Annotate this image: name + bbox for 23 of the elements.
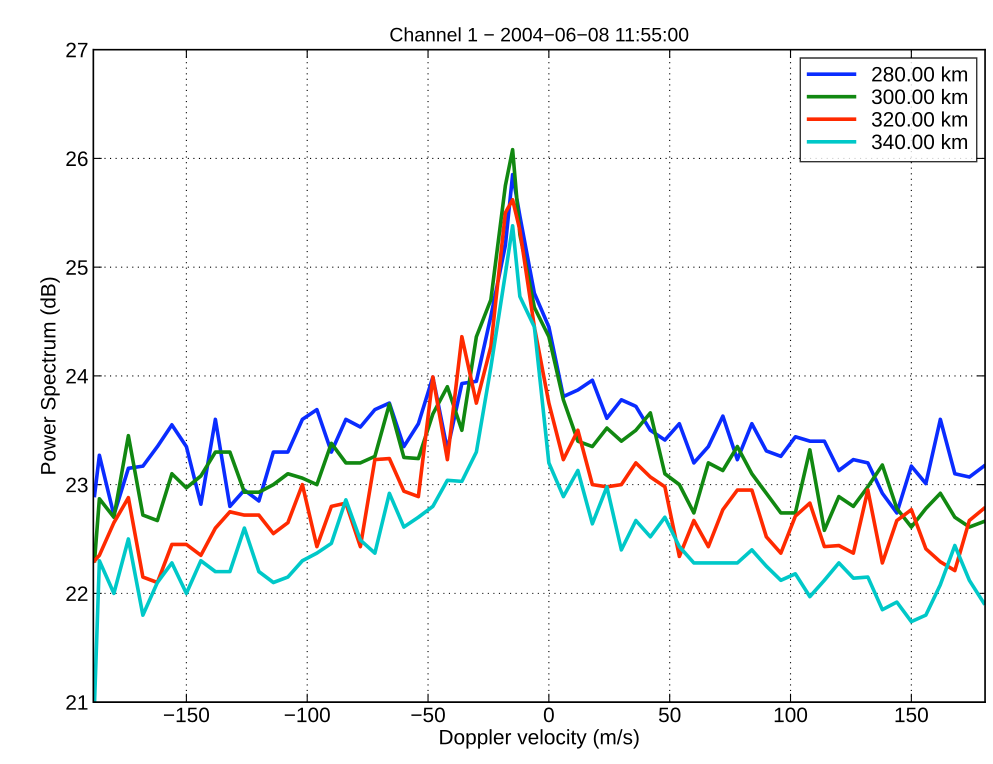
chart-title: Channel 1 − 2004−06−08 11:55:00 — [390, 27, 688, 42]
legend-label: 340.00 km — [872, 134, 968, 150]
x-axis-title: Doppler velocity (m/s) — [440, 729, 639, 749]
legend-label: 280.00 km — [872, 66, 968, 82]
x-tick-label: −150 — [164, 708, 210, 722]
x-tick-label: −100 — [284, 708, 330, 722]
y-tick-label: 24 — [66, 368, 88, 384]
x-tick-label: −50 — [411, 708, 445, 722]
y-axis-title: Power Spectrum (dB) — [40, 278, 60, 474]
x-tick-label: 0 — [544, 708, 554, 722]
line-series — [93, 198, 986, 584]
y-tick-label: 22 — [66, 586, 88, 601]
line-series — [93, 148, 986, 563]
y-tick-label: 26 — [66, 151, 88, 166]
y-tick-label: 23 — [66, 478, 88, 492]
y-tick-label: 25 — [66, 260, 88, 275]
legend-label: 320.00 km — [872, 111, 968, 127]
y-tick-label: 27 — [66, 42, 88, 58]
x-tick-label: 150 — [896, 708, 928, 722]
legend-label: 300.00 km — [872, 88, 968, 104]
x-tick-label: 100 — [774, 708, 808, 722]
x-tick-label: 50 — [658, 708, 680, 722]
y-tick-label: 21 — [66, 695, 88, 710]
